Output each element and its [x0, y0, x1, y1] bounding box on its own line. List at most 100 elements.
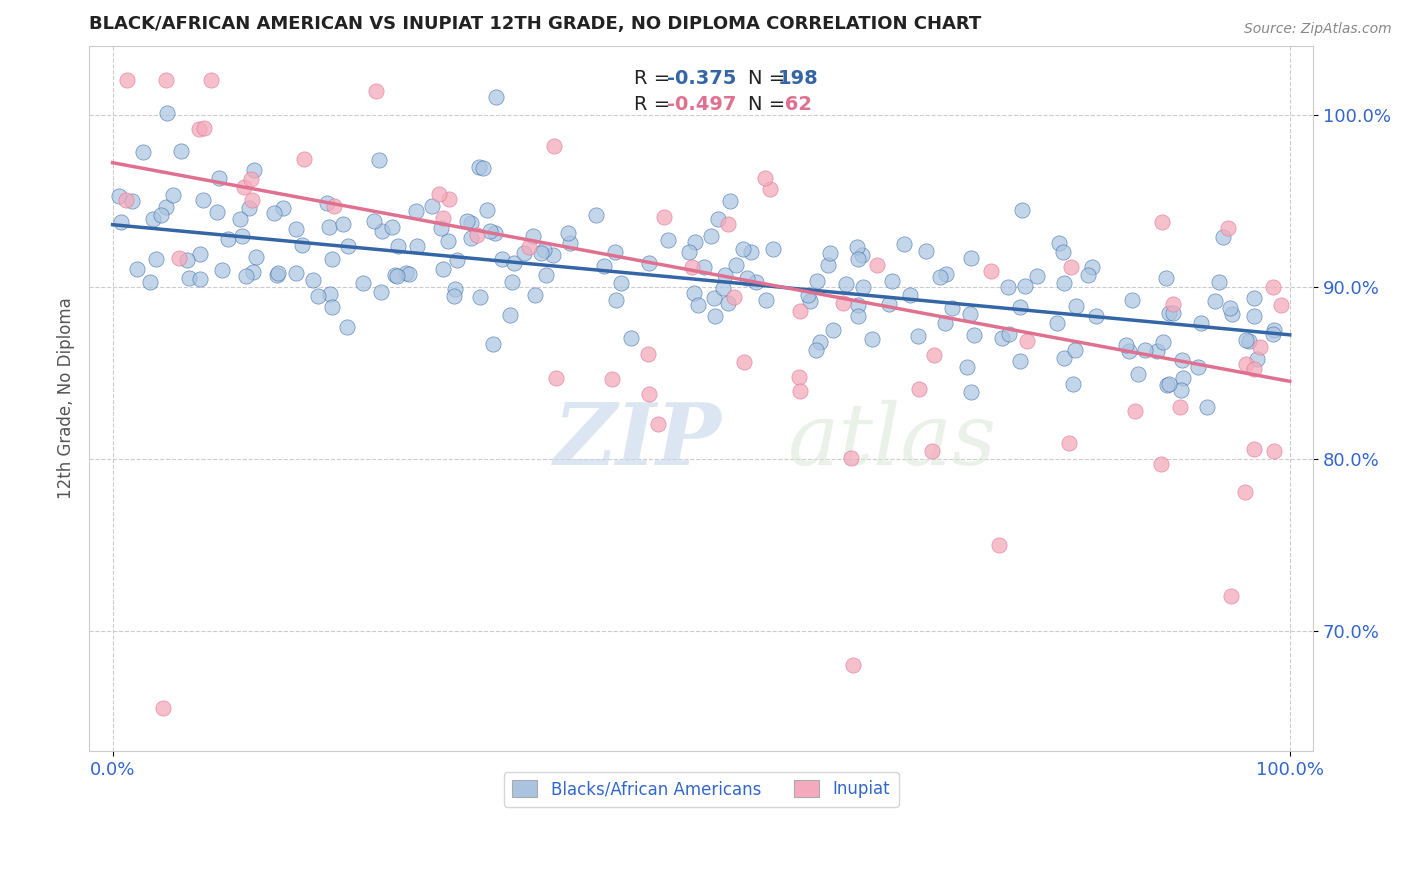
Point [740, 244, 762, 259]
Point [211, 263, 233, 277]
Point [321, 252, 343, 266]
Point [444, 282, 467, 296]
Point [1161, 306, 1184, 320]
Point [1084, 309, 1107, 323]
Point [652, 210, 675, 224]
Point [1261, 327, 1284, 342]
Point [1135, 343, 1157, 358]
Point [866, 258, 889, 272]
Point [232, 179, 254, 194]
Point [755, 293, 778, 307]
Point [1239, 334, 1261, 348]
Point [1014, 279, 1036, 293]
Point [176, 252, 198, 267]
Point [998, 326, 1021, 341]
Point [285, 222, 308, 236]
Point [1146, 343, 1168, 358]
Point [142, 212, 165, 227]
Point [711, 281, 734, 295]
Point [806, 343, 828, 357]
Point [638, 256, 661, 270]
Point [167, 251, 190, 265]
Point [960, 385, 983, 400]
Text: Source: ZipAtlas.com: Source: ZipAtlas.com [1244, 22, 1392, 37]
Point [238, 201, 260, 215]
Point [335, 319, 357, 334]
Point [718, 194, 741, 208]
Point [723, 290, 745, 304]
Point [1168, 401, 1191, 415]
Point [336, 239, 359, 253]
Point [1216, 221, 1239, 235]
Point [988, 538, 1011, 552]
Point [1243, 309, 1265, 323]
Point [491, 252, 513, 267]
Point [929, 269, 952, 284]
Point [467, 160, 489, 174]
Point [387, 268, 409, 283]
Point [193, 193, 215, 207]
Point [657, 233, 679, 247]
Point [1149, 457, 1171, 471]
Point [1263, 323, 1285, 337]
Point [406, 238, 429, 252]
Point [108, 188, 131, 202]
Point [1220, 308, 1243, 322]
Point [319, 287, 342, 301]
Point [482, 337, 505, 351]
Point [149, 208, 172, 222]
Point [188, 272, 211, 286]
Point [318, 220, 340, 235]
Point [1077, 268, 1099, 282]
Point [1243, 362, 1265, 376]
Point [831, 295, 853, 310]
Point [787, 370, 810, 384]
Point [543, 248, 565, 262]
Point [852, 280, 875, 294]
Point [1152, 334, 1174, 349]
Point [152, 701, 174, 715]
Point [678, 245, 700, 260]
Point [638, 387, 661, 401]
Point [110, 215, 132, 229]
Point [1064, 299, 1087, 313]
Point [371, 224, 394, 238]
Point [1121, 293, 1143, 307]
Point [432, 211, 454, 226]
Point [522, 229, 544, 244]
Point [125, 261, 148, 276]
Point [1128, 368, 1150, 382]
Point [302, 273, 325, 287]
Point [155, 201, 177, 215]
Point [956, 359, 979, 374]
Text: -0.497: -0.497 [666, 95, 737, 114]
Point [898, 288, 921, 302]
Point [1157, 377, 1180, 392]
Point [368, 153, 391, 167]
Point [682, 260, 704, 274]
Point [381, 220, 404, 235]
Point [370, 285, 392, 299]
Point [745, 276, 768, 290]
Point [235, 268, 257, 283]
Point [647, 417, 669, 432]
Point [685, 235, 707, 250]
Point [935, 268, 957, 282]
Point [1204, 293, 1226, 308]
Point [443, 289, 465, 303]
Point [475, 202, 498, 217]
Point [446, 253, 468, 268]
Point [468, 290, 491, 304]
Text: BLACK/AFRICAN AMERICAN VS INUPIAT 12TH GRADE, NO DIPLOMA CORRELATION CHART: BLACK/AFRICAN AMERICAN VS INUPIAT 12TH G… [89, 15, 981, 33]
Point [725, 258, 748, 272]
Point [471, 161, 494, 175]
Point [271, 202, 294, 216]
Point [245, 250, 267, 264]
Point [1063, 343, 1085, 358]
Point [242, 162, 264, 177]
Point [558, 235, 581, 250]
Point [1243, 442, 1265, 457]
Point [432, 262, 454, 277]
Point [1154, 271, 1177, 285]
Point [893, 236, 915, 251]
